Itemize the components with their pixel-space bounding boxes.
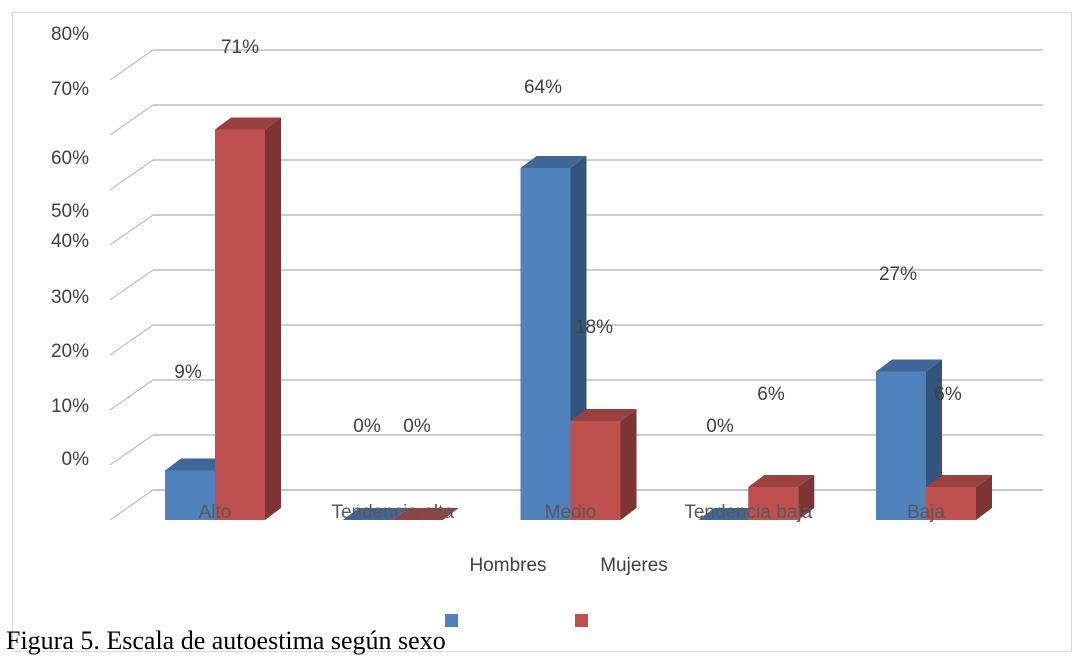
legend-swatch-mujeres bbox=[575, 614, 588, 627]
y-tick-label: 0% bbox=[62, 449, 90, 470]
category-label: Alto bbox=[199, 502, 232, 523]
data-label-mujeres: 71% bbox=[221, 37, 259, 58]
bar-hombres-front bbox=[876, 371, 926, 520]
y-tick-label: 30% bbox=[51, 287, 89, 308]
y-tick-label: 80% bbox=[51, 24, 89, 45]
data-label-hombres: 27% bbox=[879, 264, 917, 285]
data-label-hombres: 0% bbox=[353, 416, 381, 437]
category-label: Tendencia alta bbox=[331, 502, 454, 523]
bar-hombres-top bbox=[520, 156, 587, 168]
category-label: Tendencia baja bbox=[684, 502, 812, 523]
bar-mujeres-front bbox=[570, 421, 621, 520]
bar-hombres-top bbox=[876, 359, 942, 372]
data-label-hombres: 64% bbox=[524, 77, 562, 98]
gridline-diagonal bbox=[109, 49, 154, 81]
gridline-diagonal bbox=[109, 324, 154, 356]
y-axis-ticks: 80% 70% 60% 50% 40% 30% 20% 10% 0% bbox=[51, 24, 89, 470]
bar-mujeres-top bbox=[392, 508, 459, 520]
bar-mujeres-front bbox=[215, 129, 265, 520]
gridline-diagonal bbox=[109, 489, 154, 521]
legend-label-mujeres: Mujeres bbox=[600, 555, 668, 576]
category-labels: Alto Tendencia alta Medio Tendencia baja Baj… bbox=[199, 502, 946, 523]
bars bbox=[165, 117, 992, 520]
bar-mujeres-front bbox=[748, 487, 799, 520]
bar-mujeres-top bbox=[570, 409, 637, 421]
gridline-diagonal bbox=[109, 269, 154, 301]
y-tick-label: 40% bbox=[51, 231, 89, 252]
gridline-diagonal bbox=[109, 159, 154, 191]
bar-hombres-front bbox=[520, 168, 571, 520]
data-label-hombres: 9% bbox=[174, 362, 202, 383]
data-label-mujeres: 6% bbox=[757, 384, 785, 405]
figure-caption: Figura 5. Escala de autoestima según sex… bbox=[6, 626, 446, 655]
data-label-hombres: 0% bbox=[706, 416, 734, 437]
bar-mujeres-side bbox=[265, 117, 281, 520]
y-tick-label: 20% bbox=[51, 341, 89, 362]
y-tick-label: 10% bbox=[51, 396, 89, 417]
bar-mujeres-side bbox=[976, 475, 992, 520]
data-label-mujeres: 0% bbox=[403, 416, 431, 437]
y-tick-label: 70% bbox=[51, 79, 89, 100]
bar-hombres-top bbox=[698, 508, 765, 520]
data-labels: 9% 0% 64% 0% 27% 71% 0% 18% 6% 6% bbox=[174, 37, 962, 437]
legend-label-hombres: Hombres bbox=[469, 555, 546, 576]
gridline-diagonal bbox=[109, 379, 154, 411]
data-label-mujeres: 18% bbox=[575, 317, 613, 338]
bar-hombres-top bbox=[165, 458, 231, 471]
bar-mujeres-top bbox=[215, 117, 281, 130]
gridline-diagonal bbox=[109, 104, 154, 136]
gridline-diagonal bbox=[109, 434, 154, 466]
category-label: Baja bbox=[907, 502, 945, 523]
legend: Hombres Mujeres bbox=[445, 555, 668, 627]
bar-mujeres-front bbox=[926, 487, 976, 520]
bar-mujeres-top bbox=[926, 475, 992, 487]
gridline-diagonal bbox=[109, 214, 154, 246]
bar-hombres-top bbox=[342, 508, 409, 520]
legend-swatch-hombres bbox=[445, 614, 458, 627]
y-tick-label: 50% bbox=[51, 201, 89, 222]
y-tick-label: 60% bbox=[51, 148, 89, 169]
bar-mujeres-side bbox=[798, 475, 815, 520]
bar-mujeres-side bbox=[620, 409, 637, 520]
bar-hombres-front bbox=[165, 470, 215, 520]
bar-mujeres-top bbox=[748, 475, 815, 487]
data-label-mujeres: 6% bbox=[934, 384, 962, 405]
category-label: Medio bbox=[545, 502, 597, 523]
